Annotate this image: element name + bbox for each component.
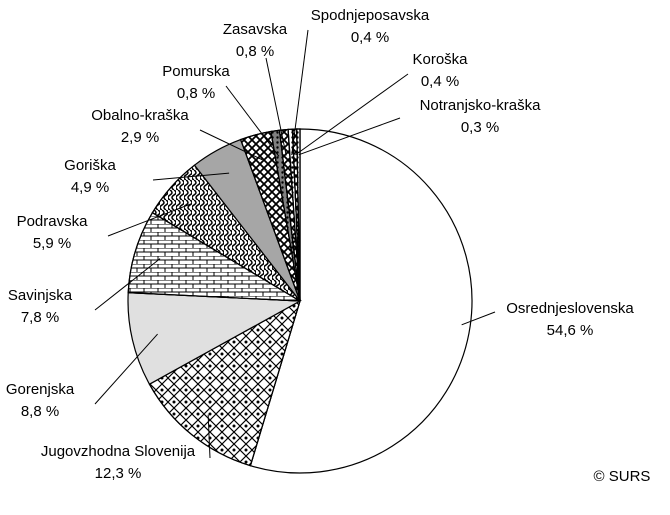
value-label: 4,9 % — [71, 179, 109, 196]
slice-label: Gorenjska — [6, 381, 75, 398]
leader-line — [207, 414, 211, 459]
leader-line — [265, 57, 287, 156]
slice-label: Koroška — [412, 51, 468, 68]
value-label: 0,4 % — [421, 73, 459, 90]
slice-pattern — [148, 299, 301, 467]
slice — [127, 291, 303, 385]
slice-label: Savinjska — [8, 287, 73, 304]
slice-label: Goriška — [64, 157, 116, 174]
leader-line — [298, 117, 401, 156]
leader-line — [199, 129, 263, 161]
value-label: 2,9 % — [121, 129, 159, 146]
slice-pattern — [296, 128, 301, 302]
value-label: 8,8 % — [21, 403, 59, 420]
leader-line — [94, 258, 161, 311]
leader-line — [295, 73, 409, 156]
slice-label: Notranjsko-kraška — [420, 97, 542, 114]
value-label: 54,6 % — [547, 322, 594, 339]
value-label: 7,8 % — [21, 309, 59, 326]
value-label: 0,3 % — [461, 119, 499, 136]
leader-line — [291, 29, 309, 156]
source: © SURS — [594, 468, 651, 485]
value-label: 0,8 % — [236, 43, 274, 60]
value-label: 0,8 % — [177, 85, 215, 102]
slice-label: Spodnjeposavska — [311, 7, 430, 24]
slice-label: Jugovzhodna Slovenija — [41, 443, 196, 460]
leader-line — [225, 85, 280, 157]
leader-line — [94, 333, 158, 405]
leader-line — [152, 172, 230, 181]
leader-line — [461, 311, 496, 326]
leader-line — [107, 203, 191, 237]
slice-label: Pomurska — [162, 63, 230, 80]
value-label: 12,3 % — [95, 465, 142, 482]
slice-label: Zasavska — [223, 21, 288, 38]
slice-label: Podravska — [17, 213, 89, 230]
value-label: 5,9 % — [33, 235, 71, 252]
slice-label: Osrednjeslovenska — [506, 300, 634, 317]
slice — [249, 128, 473, 474]
value-label: 0,4 % — [351, 29, 389, 46]
slice-label: Obalno-kraška — [91, 107, 189, 124]
